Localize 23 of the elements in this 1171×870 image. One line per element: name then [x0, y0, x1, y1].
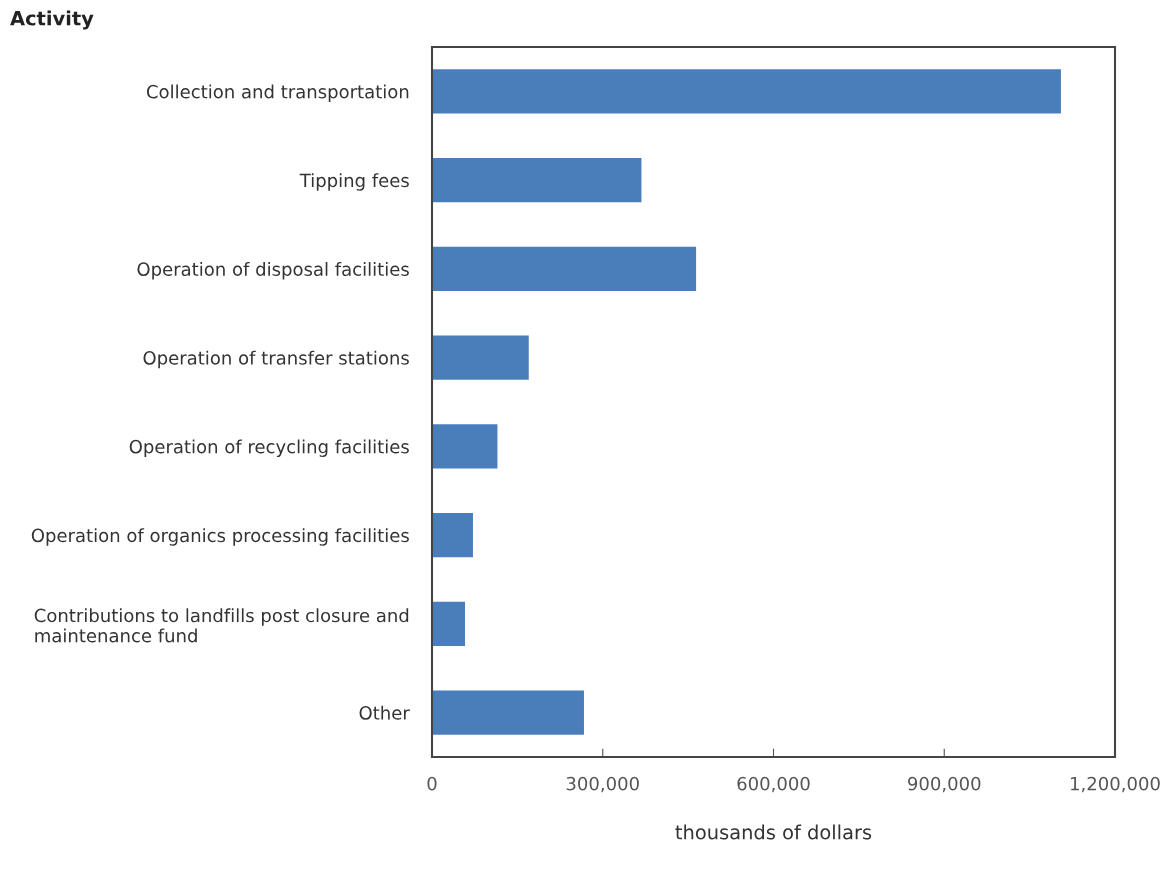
x-tick-label: 900,000: [908, 776, 981, 793]
x-tick-label: 0: [427, 776, 437, 791]
y-tick-label: Tipping fees: [299, 173, 409, 191]
y-tick-label: Contributions to landfills post closure and maintenance fund: [34, 608, 409, 643]
bar: [432, 601, 466, 647]
y-tick-label: Other: [359, 705, 410, 720]
bar: [432, 335, 529, 380]
y-axis-title: Activity: [10, 10, 94, 30]
y-tick-label: Operation of transfer stations: [143, 350, 409, 369]
x-axis-title: thousands of dollars: [675, 824, 872, 840]
y-tick-label: Operation of organics processing facilities: [31, 528, 409, 546]
x-tick-label: 1,200,000: [1071, 776, 1160, 793]
bar: [432, 246, 697, 292]
bar: [432, 512, 473, 558]
x-tick-label: 600,000: [737, 776, 810, 793]
y-tick-label: Collection and transportation: [146, 84, 409, 102]
bar: [432, 157, 642, 203]
bar: [432, 690, 584, 735]
y-tick-label: Operation of recycling facilities: [129, 439, 409, 457]
x-tick-label: 300,000: [566, 776, 639, 793]
bar: [432, 424, 498, 469]
bar: [432, 69, 1061, 114]
y-tick-label: Operation of disposal facilities: [137, 262, 409, 280]
